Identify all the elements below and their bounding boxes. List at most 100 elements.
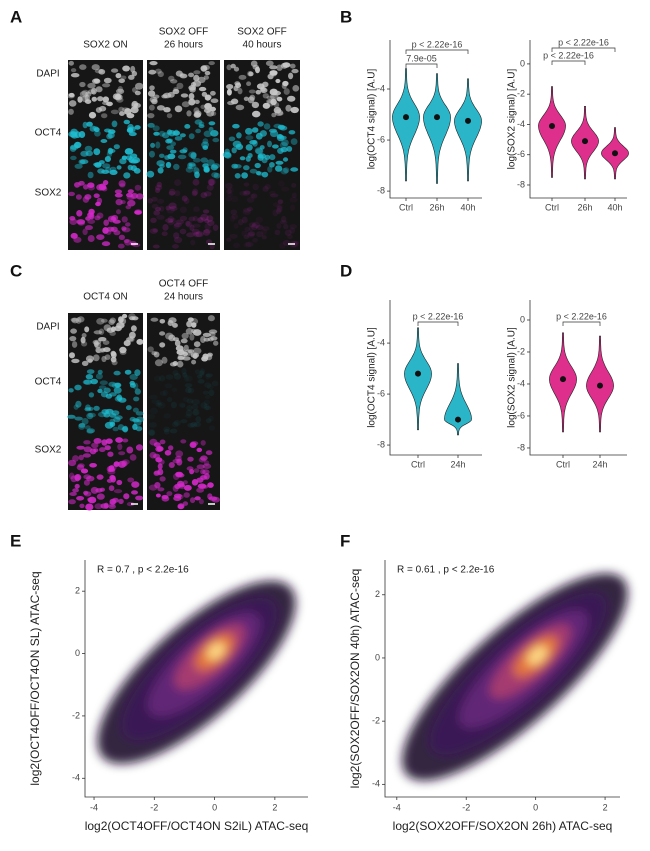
nucleus — [241, 172, 249, 179]
nucleus — [149, 104, 155, 111]
nucleus — [69, 492, 77, 496]
density-cloud — [97, 580, 296, 764]
nucleus — [155, 184, 163, 191]
nucleus — [118, 451, 126, 456]
significance-bracket — [562, 321, 601, 326]
nucleus — [165, 332, 174, 340]
nucleus — [163, 426, 171, 433]
nucleus — [90, 486, 99, 494]
nucleus — [99, 380, 108, 386]
nucleus — [121, 227, 131, 233]
nucleus — [75, 400, 82, 408]
nucleus — [190, 497, 196, 504]
nucleus — [100, 185, 107, 190]
significance-bracket — [405, 49, 469, 54]
nucleus — [149, 430, 155, 436]
nucleus — [203, 403, 210, 411]
nucleus — [193, 231, 200, 238]
nucleus — [197, 217, 206, 222]
nucleus — [262, 186, 269, 192]
nucleus — [101, 355, 107, 363]
y-tick-label: -8 — [377, 439, 385, 449]
nucleus — [208, 121, 216, 126]
nucleus — [68, 108, 74, 115]
nucleus — [135, 444, 144, 451]
nucleus — [133, 167, 141, 174]
nucleus — [185, 409, 193, 417]
nucleus — [124, 108, 132, 115]
nucleus — [166, 138, 173, 143]
column-header: 26 hours — [164, 40, 203, 51]
nucleus — [155, 457, 163, 463]
nucleus — [119, 111, 125, 116]
nucleus — [185, 387, 192, 394]
nucleus — [132, 407, 139, 413]
nucleus — [109, 413, 117, 418]
nucleus — [206, 184, 214, 191]
nucleus — [177, 356, 185, 361]
nucleus — [198, 499, 204, 505]
nucleus — [82, 228, 88, 236]
nucleus — [81, 341, 88, 347]
nucleus — [269, 193, 279, 198]
nucleus — [177, 154, 187, 160]
x-tick-label: -2 — [150, 802, 158, 812]
nucleus — [202, 463, 212, 470]
nucleus — [200, 336, 206, 343]
nucleus — [184, 383, 193, 388]
nucleus — [87, 497, 93, 502]
nucleus — [114, 382, 122, 388]
median-point — [465, 117, 471, 124]
nucleus — [233, 66, 240, 72]
nucleus — [243, 242, 252, 248]
nucleus — [270, 98, 277, 106]
nucleus — [174, 339, 181, 347]
nucleus — [86, 428, 96, 434]
nucleus — [191, 479, 199, 486]
nucleus — [269, 65, 278, 70]
median-point — [549, 122, 555, 129]
nucleus — [125, 405, 132, 411]
nucleus — [194, 171, 200, 179]
nucleus — [95, 201, 101, 207]
nucleus — [257, 121, 264, 127]
nucleus — [110, 356, 117, 363]
nucleus — [281, 215, 287, 223]
nucleus — [197, 374, 203, 379]
nucleus — [172, 484, 179, 492]
nucleus — [96, 318, 105, 325]
nucleus — [225, 182, 233, 190]
nucleus — [269, 128, 277, 133]
nucleus — [117, 424, 125, 431]
nucleus — [267, 166, 273, 173]
x-tick-label: -4 — [393, 802, 401, 812]
nucleus — [200, 475, 208, 480]
nucleus — [174, 136, 183, 141]
nucleus — [159, 342, 166, 348]
nucleus — [134, 184, 142, 191]
nucleus — [155, 187, 161, 193]
nucleus — [85, 374, 94, 380]
nucleus — [104, 128, 112, 133]
nucleus — [100, 139, 108, 143]
nucleus — [173, 223, 180, 229]
nucleus — [194, 99, 200, 104]
nucleus — [256, 231, 264, 238]
nucleus — [81, 360, 89, 366]
nucleus — [81, 418, 89, 425]
nucleus — [118, 498, 124, 505]
nucleus — [192, 188, 199, 196]
nucleus — [283, 88, 290, 95]
nucleus — [272, 144, 279, 149]
nucleus — [186, 398, 194, 404]
nucleus — [283, 223, 289, 230]
nucleus — [202, 332, 211, 337]
nucleus — [208, 126, 214, 132]
x-tick-label: 2 — [603, 802, 608, 812]
nucleus — [231, 163, 238, 169]
nucleus — [128, 131, 137, 137]
column-header: SOX2 OFF — [237, 27, 286, 38]
nucleus — [172, 88, 180, 95]
nucleus — [74, 416, 83, 421]
nucleus — [203, 229, 212, 234]
